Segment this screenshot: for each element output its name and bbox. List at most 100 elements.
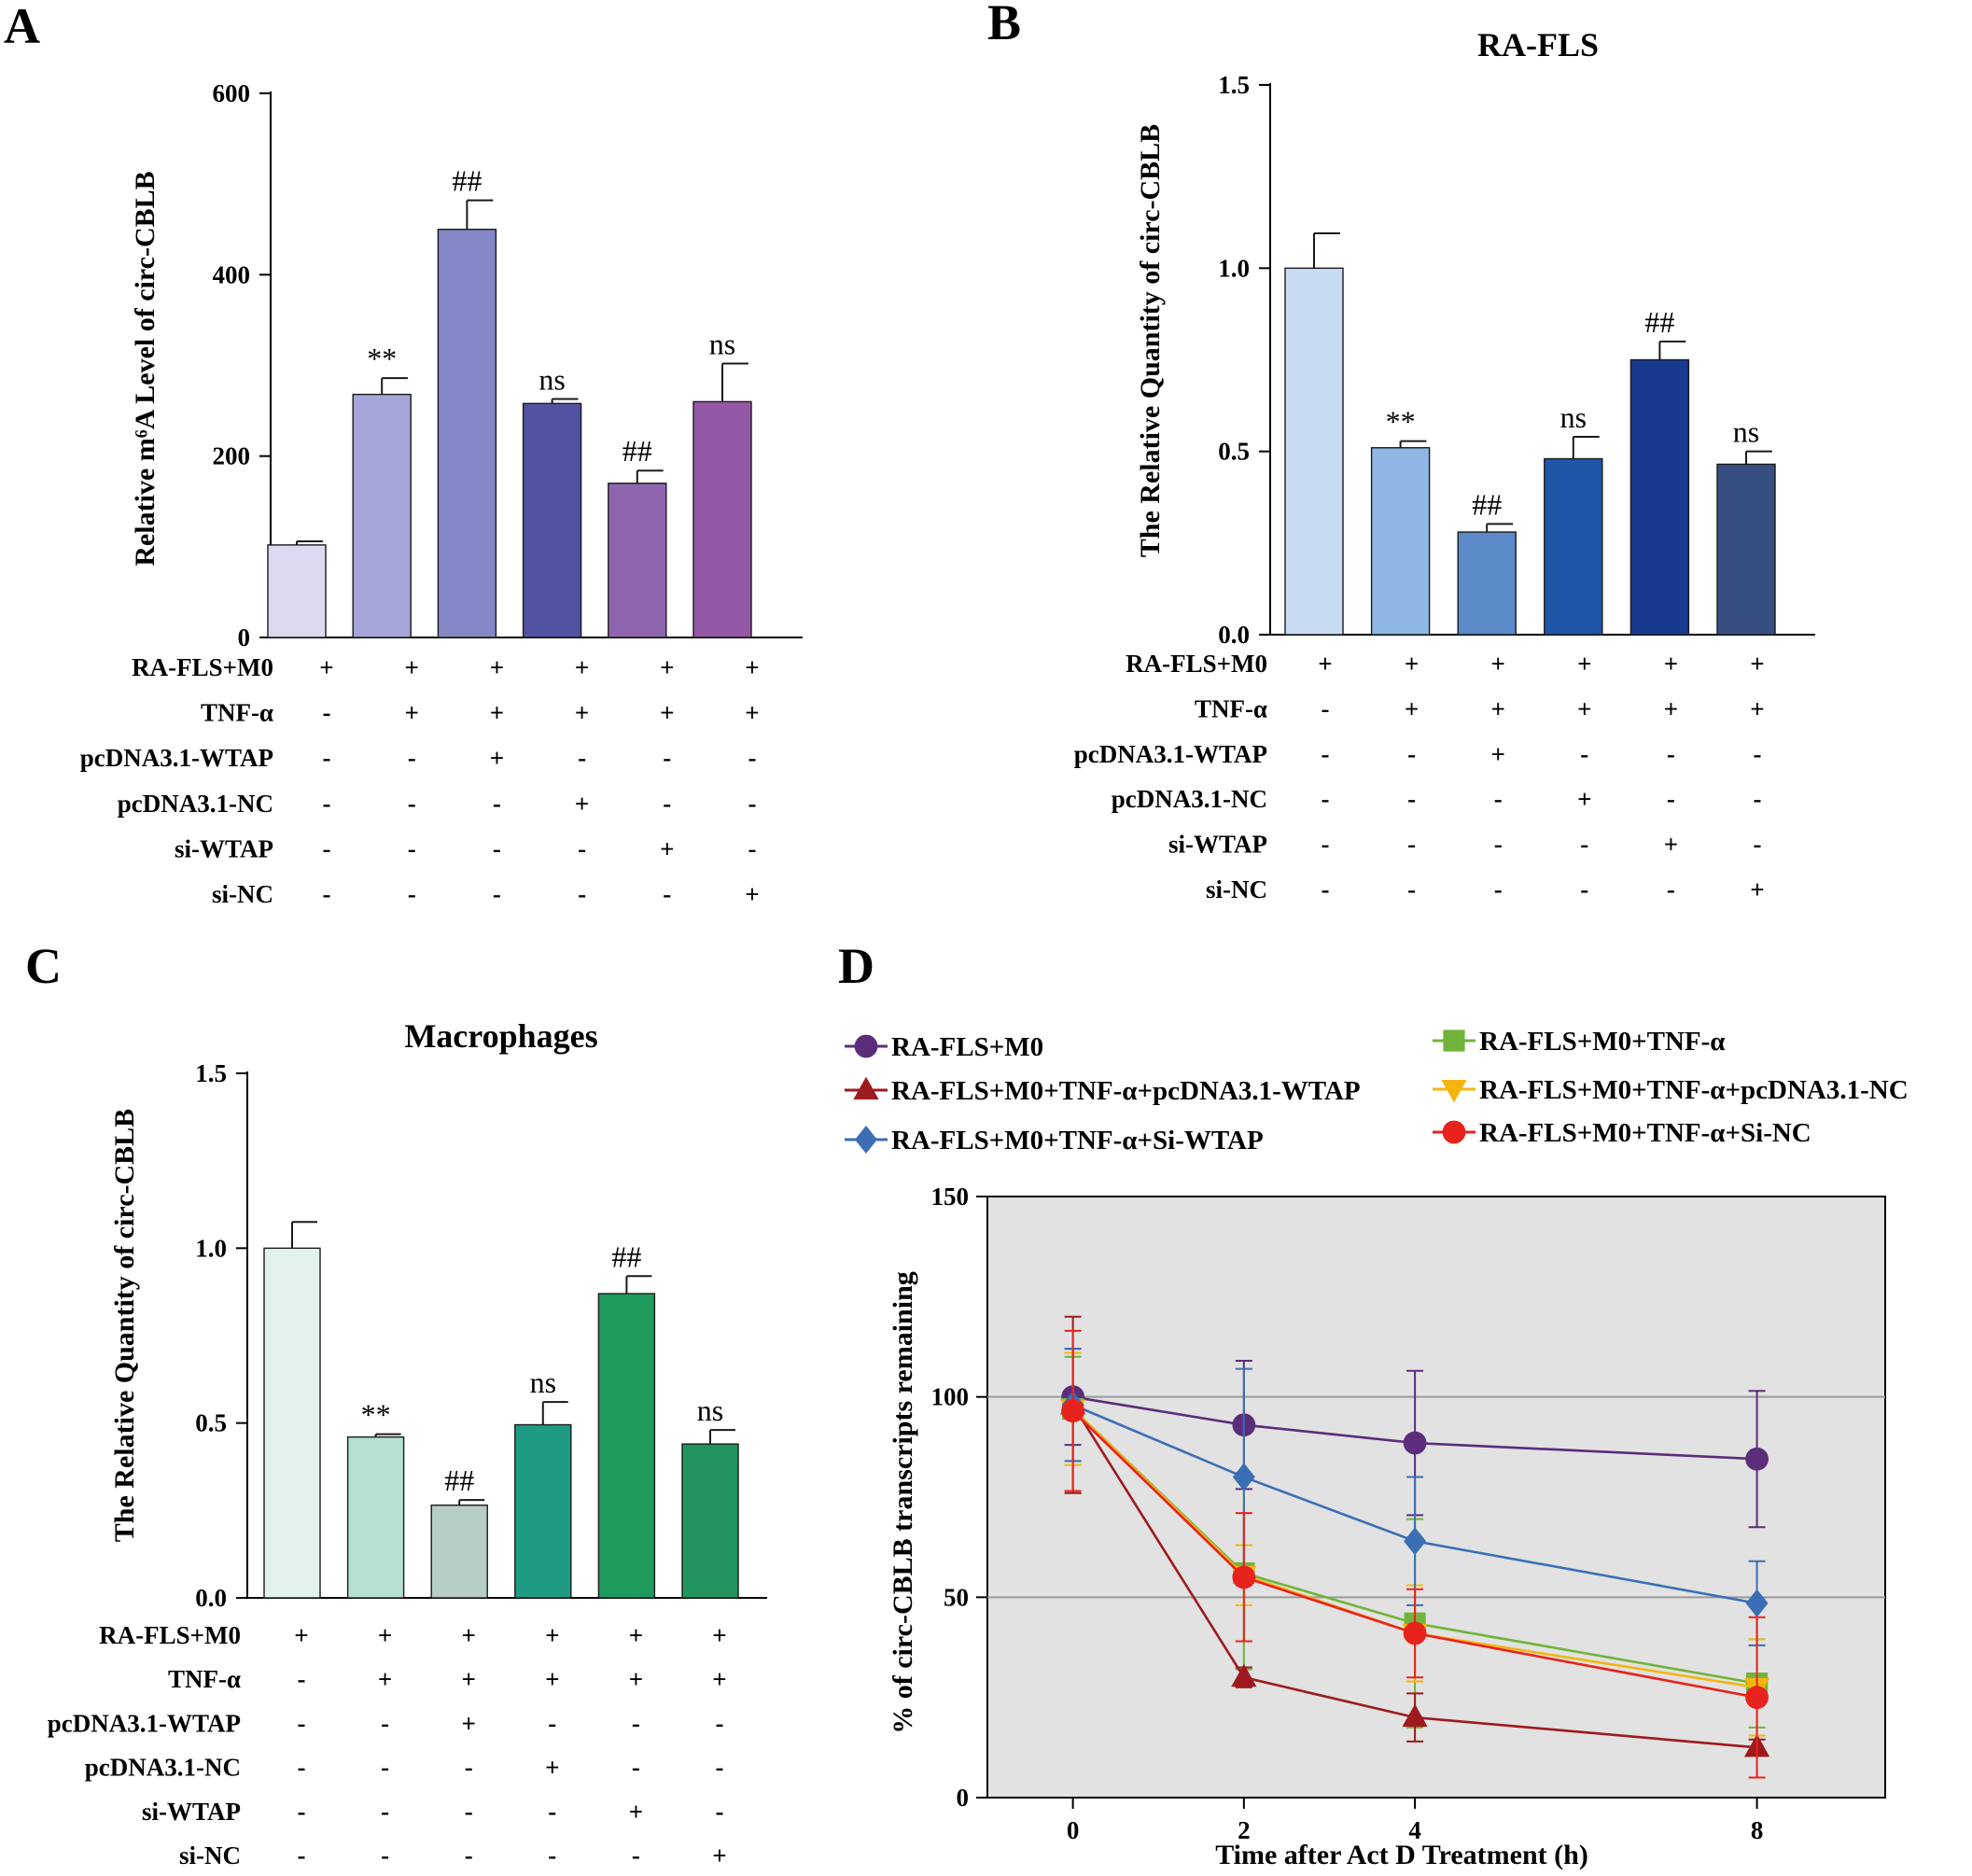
panel-d-marker-diamond <box>855 1126 877 1154</box>
panel-a-condition-sign: + <box>405 699 419 727</box>
panel-c-condition-sign: - <box>298 1665 306 1693</box>
panel-c-plot: 0.0 0.5 1.0 1.5 ** ## ns ## ns <box>195 1059 767 1612</box>
panel-c-y-tick-label: 0.0 <box>195 1584 227 1612</box>
panel-a-condition-sign: - <box>408 744 416 772</box>
panel-a-plot: 0 200 400 600 ** ## ns ## ns <box>213 79 803 651</box>
panel-a-condition-label: si-NC <box>212 880 273 908</box>
panel-a-significance-label: ** <box>367 342 397 375</box>
panel-d-legend-label: RA-FLS+M0+TNF-α+Si-WTAP <box>891 1126 1264 1155</box>
panel-b-condition-sign: - <box>1667 740 1675 768</box>
panel-a-condition-sign: + <box>490 699 504 727</box>
panel-b-condition-sign: + <box>1491 650 1505 678</box>
panel-a-significance-label: ns <box>538 362 565 396</box>
panel-c-condition-sign: - <box>716 1798 724 1826</box>
panel-b-significance-label: ns <box>1560 400 1587 434</box>
panel-d-x-axis-label: Time after Act D Treatment (h) <box>1215 1840 1588 1870</box>
panel-a-condition-sign: + <box>490 653 504 681</box>
panel-d-legend-label: RA-FLS+M0+TNF-α+pcDNA3.1-WTAP <box>891 1076 1361 1106</box>
panel-c-bar <box>597 1293 656 1599</box>
panel-c-bar <box>430 1505 488 1599</box>
panel-b-significance-label: ns <box>1733 415 1759 449</box>
panel-d-marker-circle <box>1403 1621 1427 1645</box>
panel-b-significance-label: ## <box>1644 305 1674 339</box>
panel-a-condition-sign: - <box>748 744 757 772</box>
panel-a-y-tick-label: 600 <box>213 79 251 107</box>
panel-b-y-tick-label: 1.0 <box>1218 254 1250 282</box>
panel-b-condition-sign: - <box>1754 831 1762 859</box>
panel-a: A Relative m⁶A Level of circ-CBLB 0 200 40… <box>4 0 803 908</box>
panel-d-legend-label: RA-FLS+M0 <box>891 1032 1043 1062</box>
panel-b-condition-sign: + <box>1577 785 1591 813</box>
panel-letter-b: B <box>987 0 1021 50</box>
panel-b-condition-sign: - <box>1667 875 1675 903</box>
panel-c-condition-sign: - <box>298 1841 306 1869</box>
panel-letter-a: A <box>4 0 40 54</box>
panel-b-condition-sign: - <box>1407 785 1416 813</box>
panel-b-significance-label: ** <box>1386 405 1416 439</box>
panel-d-marker-triangle-up <box>1231 1663 1257 1687</box>
panel-b-condition-sign: + <box>1750 650 1764 678</box>
panel-a-condition-sign: - <box>408 790 416 818</box>
panel-a-y-tick-label: 200 <box>213 442 251 470</box>
panel-a-condition-label: RA-FLS+M0 <box>132 653 273 681</box>
panel-b: B RA-FLS The Relative Quantity of circ-C… <box>987 0 1815 903</box>
panel-b-condition-sign: - <box>1494 875 1503 903</box>
panel-b-condition-label: TNF-α <box>1195 694 1267 722</box>
panel-a-bar <box>522 402 582 638</box>
panel-b-condition-sign: + <box>1750 694 1764 722</box>
panel-a-condition-label: TNF-α <box>201 699 273 727</box>
panel-b-bar <box>1629 358 1690 636</box>
panel-c-condition-sign: + <box>462 1709 476 1737</box>
panel-a-condition-sign: + <box>745 653 759 681</box>
panel-d-marker-triangle-up <box>1402 1703 1428 1728</box>
panel-a-condition-sign: - <box>493 790 501 818</box>
panel-c-y-axis-label: The Relative Quantity of circ-CBLB <box>109 1109 140 1542</box>
panel-b-condition-sign: - <box>1580 740 1588 768</box>
panel-c-condition-sign: - <box>298 1798 306 1826</box>
panel-d-y-tick-label: 50 <box>944 1583 969 1611</box>
panel-c-bar <box>681 1443 739 1599</box>
panel-a-bar <box>692 400 752 638</box>
panel-c-condition-sign: - <box>465 1754 473 1782</box>
panel-b-title: RA-FLS <box>1477 26 1599 63</box>
panel-c-condition-sign: + <box>712 1665 726 1693</box>
panel-d-marker-diamond <box>1404 1527 1427 1556</box>
panel-c-condition-sign: - <box>548 1709 556 1737</box>
panel-b-condition-sign: + <box>1664 694 1678 722</box>
panel-b-condition-sign: - <box>1322 785 1330 813</box>
panel-b-condition-sign: + <box>1664 650 1678 678</box>
panel-a-condition-sign: + <box>575 699 589 727</box>
panel-c-condition-sign: + <box>545 1665 559 1693</box>
panel-c-condition-sign: + <box>712 1841 726 1869</box>
panel-c-condition-sign: + <box>712 1621 726 1649</box>
panel-b-bar <box>1544 457 1603 636</box>
panel-a-condition-sign: - <box>663 744 671 772</box>
panel-d-y-tick-label: 150 <box>931 1183 970 1211</box>
panel-a-bar <box>608 483 667 638</box>
panel-c-bar <box>346 1435 405 1599</box>
panel-a-bar <box>352 393 412 638</box>
panel-d-marker-circle <box>1061 1399 1085 1423</box>
panel-c-significance-label: ## <box>444 1463 474 1497</box>
panel-c-y-tick-label: 1.0 <box>195 1234 227 1262</box>
panel-d-marker-triangle-up <box>853 1076 879 1099</box>
panel-c-condition-sign: - <box>381 1841 389 1869</box>
panel-a-condition-sign: - <box>408 834 416 862</box>
panel-c-condition-sign: + <box>629 1665 643 1693</box>
panel-c-significance-label: ns <box>530 1365 556 1399</box>
panel-c-condition-sign: + <box>629 1621 643 1649</box>
panel-b-condition-sign: - <box>1407 831 1416 859</box>
panel-c-condition-sign: + <box>462 1665 476 1693</box>
panel-d-plot: 0 50 100 150 0 2 4 8 <box>931 1183 1886 1844</box>
panel-a-y-tick-label: 0 <box>238 623 251 651</box>
panel-c-condition-sign: - <box>381 1754 389 1782</box>
panel-b-condition-sign: - <box>1667 785 1675 813</box>
panel-c-condition-sign: - <box>632 1754 640 1782</box>
panel-d-x-tick-label: 0 <box>1067 1816 1080 1844</box>
panel-b-condition-sign: + <box>1405 694 1419 722</box>
panel-d-marker-circle <box>1745 1686 1769 1710</box>
panel-d-series-line <box>1071 1409 1757 1699</box>
panel-c-condition-sign: - <box>548 1841 556 1869</box>
panel-b-condition-sign: - <box>1580 831 1588 859</box>
panel-b-bar <box>1716 463 1776 636</box>
